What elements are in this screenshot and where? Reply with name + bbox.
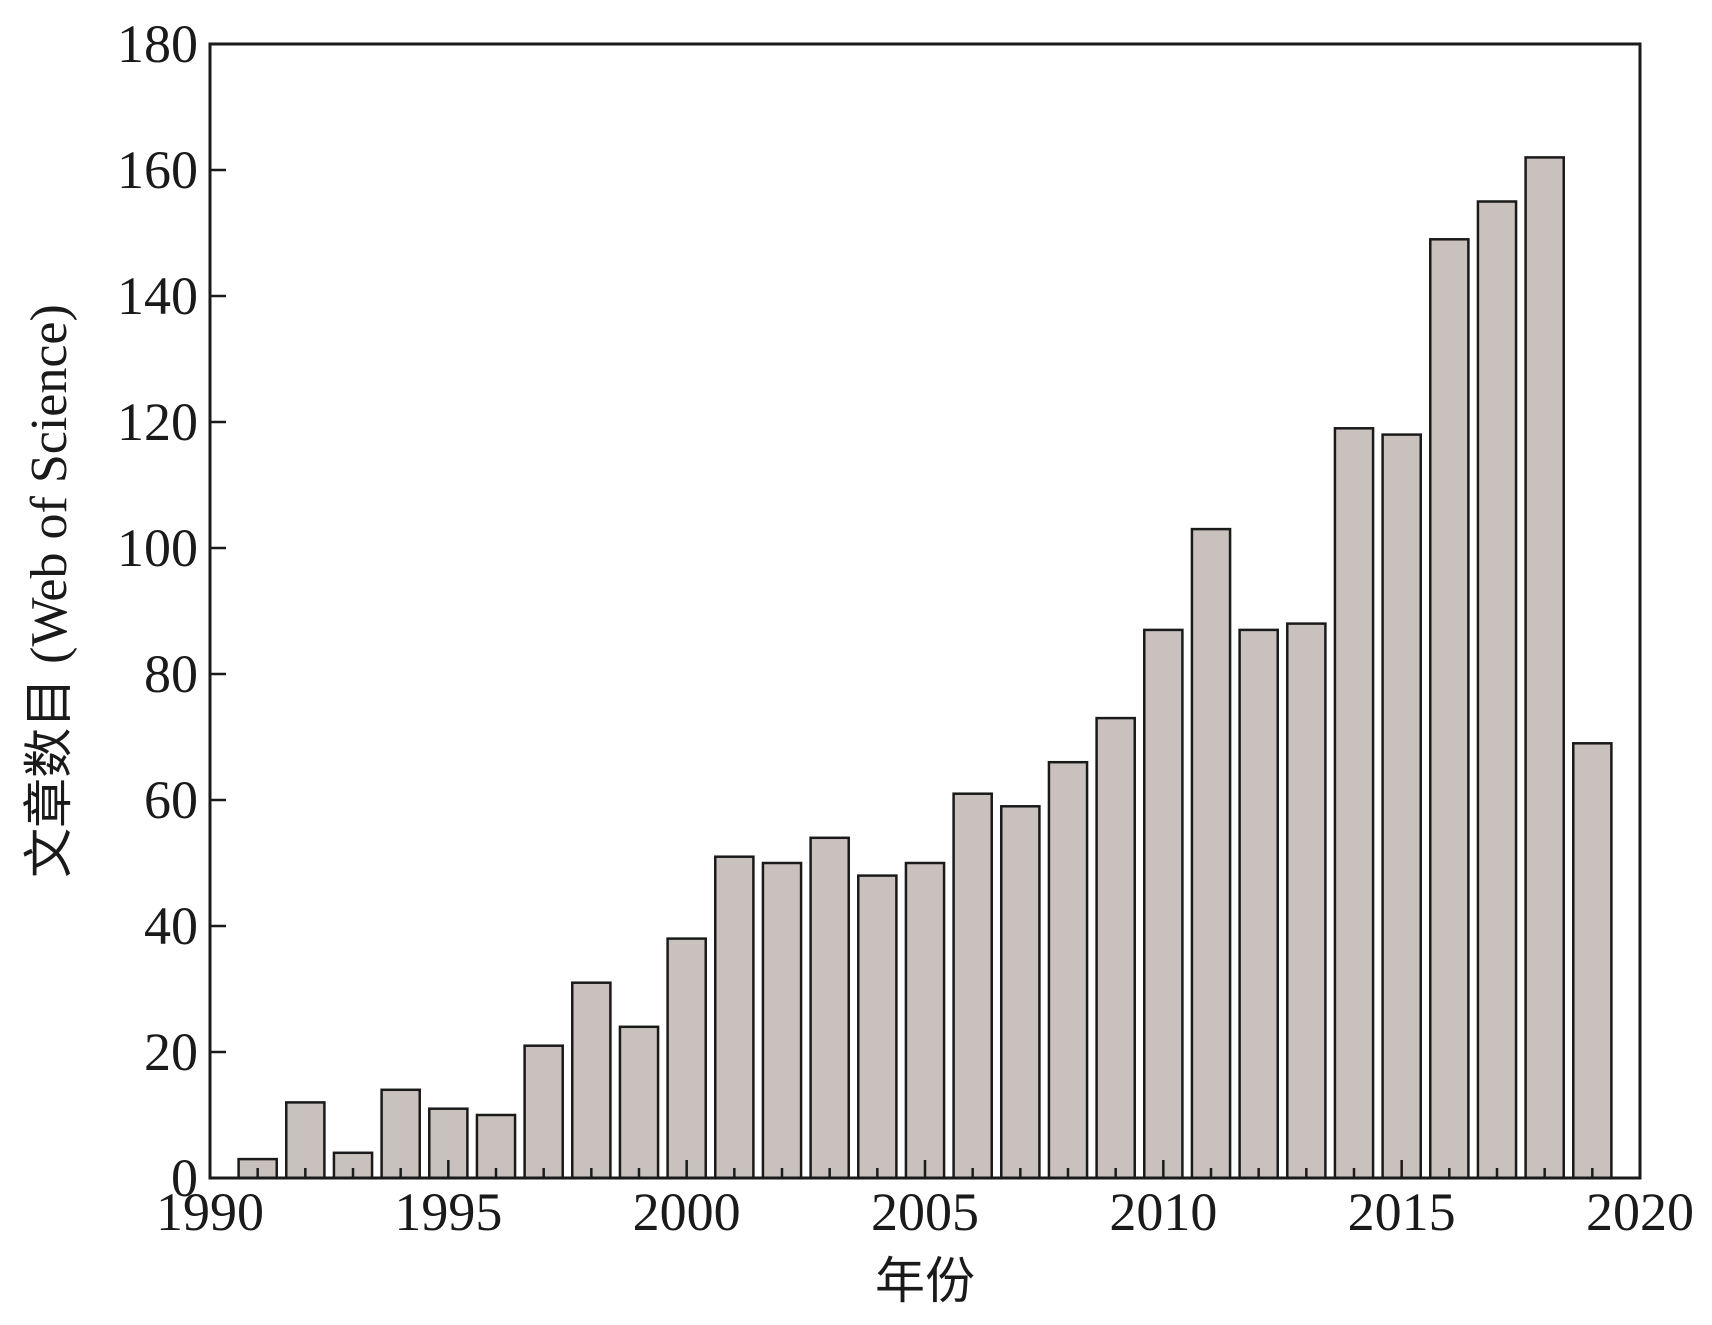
bar-2002 [761, 861, 803, 1180]
bar-2014 [1333, 427, 1375, 1180]
y-axis-title-cn: 文章数目 [20, 678, 78, 878]
y-tick-label-40: 40 [144, 896, 198, 956]
bar-2005 [904, 861, 946, 1180]
y-tick-label-140: 140 [117, 266, 198, 326]
y-tick-label-160: 160 [117, 140, 198, 200]
bar-1992 [285, 1101, 326, 1180]
bar-2012 [1238, 628, 1279, 1180]
x-tick-label-2005: 2005 [871, 1182, 979, 1242]
bar-1999 [618, 1025, 660, 1180]
x-tick-label-2000: 2000 [633, 1182, 741, 1242]
bar-2018 [1524, 156, 1565, 1180]
bar-2019 [1572, 742, 1613, 1180]
x-axis-title: 年份 [875, 1252, 975, 1310]
bar-2003 [809, 836, 850, 1180]
y-tick-label-20: 20 [144, 1022, 198, 1082]
x-tick-label-2015: 2015 [1348, 1182, 1456, 1242]
bar-2013 [1286, 622, 1327, 1180]
y-axis-title-en: (Web of Science) [21, 304, 78, 664]
bar-1996 [475, 1113, 517, 1180]
bar-2007 [1000, 805, 1041, 1180]
y-tick-label-0: 0 [171, 1148, 198, 1208]
y-tick-labels: 0 20 40 60 80 100 120 140 160 180 [117, 14, 198, 1208]
y-tick-label-60: 60 [144, 770, 198, 830]
x-tick-label-2010: 2010 [1109, 1182, 1217, 1242]
bar-1998 [571, 981, 612, 1180]
x-tick-label-1990: 1990 [156, 1182, 264, 1242]
y-tick-label-80: 80 [144, 644, 198, 704]
bar-2008 [1047, 760, 1089, 1180]
x-tick-label-2020: 2020 [1586, 1182, 1694, 1242]
y-tick-label-120: 120 [117, 392, 198, 452]
bar-2015 [1381, 433, 1422, 1180]
bar-2009 [1095, 716, 1136, 1180]
bar-1997 [523, 1044, 564, 1180]
bar-2011 [1190, 527, 1232, 1180]
x-tick-label-1995: 1995 [394, 1182, 502, 1242]
x-tick-labels: 1990 1995 2000 2005 2010 2015 2020 [156, 1182, 1694, 1242]
y-axis-title: 文章数目 (Web of Science) [20, 304, 78, 878]
bar-1993 [332, 1151, 374, 1180]
bar-2001 [714, 855, 755, 1180]
bar-1994 [380, 1088, 421, 1180]
y-tick-label-180: 180 [117, 14, 198, 74]
bar-2010 [1143, 628, 1184, 1180]
bar-2016 [1429, 238, 1470, 1180]
bars-group [237, 156, 1613, 1180]
bar-2000 [666, 937, 707, 1180]
plot-frame [208, 42, 1642, 1180]
svg-text:文章数目(Web of Science): 文章数目 (Web of Science) [20, 304, 78, 878]
bar-2004 [857, 874, 898, 1180]
bar-2017 [1476, 200, 1518, 1180]
y-tick-label-100: 100 [117, 518, 198, 578]
bar-2006 [952, 792, 993, 1180]
